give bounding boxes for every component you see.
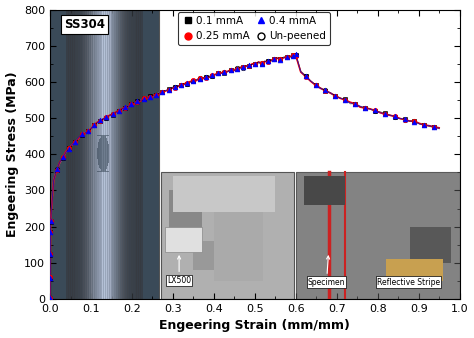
Bar <box>68 9 71 299</box>
Bar <box>123 9 126 299</box>
Text: Reflective Stripe: Reflective Stripe <box>377 277 440 287</box>
Bar <box>100 168 107 169</box>
X-axis label: Engeering Strain (mm/mm): Engeering Strain (mm/mm) <box>159 319 350 333</box>
Bar <box>99 9 101 299</box>
Bar <box>118 9 120 299</box>
Bar <box>169 191 201 234</box>
Bar <box>99 139 108 141</box>
Bar <box>74 9 76 299</box>
Bar <box>97 154 109 156</box>
Bar <box>131 9 133 299</box>
Bar <box>165 227 201 252</box>
Bar <box>97 153 109 154</box>
Bar <box>138 9 141 299</box>
Bar <box>112 9 114 299</box>
Bar <box>100 138 107 139</box>
Bar <box>87 9 90 299</box>
Bar <box>98 162 109 163</box>
Bar <box>161 172 294 299</box>
Bar <box>101 136 106 138</box>
Bar <box>91 9 93 299</box>
Bar <box>133 9 135 299</box>
Bar <box>99 165 108 166</box>
Bar <box>98 161 109 162</box>
Bar <box>304 176 345 205</box>
Bar <box>95 9 97 299</box>
Legend: 0.1 mmA, 0.25 mmA, 0.4 mmA, Un-peened: 0.1 mmA, 0.25 mmA, 0.4 mmA, Un-peened <box>178 12 330 45</box>
Bar <box>98 142 109 144</box>
Bar <box>100 9 103 299</box>
Bar <box>99 166 108 168</box>
Bar <box>140 9 143 299</box>
Bar <box>135 9 137 299</box>
Bar <box>121 9 124 299</box>
Bar <box>50 9 159 299</box>
Bar <box>386 259 443 281</box>
Bar <box>97 148 109 150</box>
Bar <box>129 9 131 299</box>
Text: SS304: SS304 <box>64 18 105 31</box>
Bar <box>98 144 109 145</box>
Bar <box>296 172 460 299</box>
Bar <box>119 9 122 299</box>
Bar <box>97 171 109 172</box>
Bar <box>106 9 109 299</box>
Bar <box>82 9 84 299</box>
Y-axis label: Engeering Stress (MPa): Engeering Stress (MPa) <box>6 71 18 237</box>
Bar <box>80 9 82 299</box>
Bar <box>85 9 88 299</box>
Bar <box>125 9 128 299</box>
Bar <box>99 141 108 142</box>
Bar <box>97 151 109 153</box>
Text: LX500: LX500 <box>167 256 191 285</box>
Bar <box>97 150 109 151</box>
Bar <box>83 9 86 299</box>
Bar <box>127 9 129 299</box>
Bar <box>296 172 460 299</box>
Bar <box>173 176 275 212</box>
Bar <box>98 159 109 160</box>
Text: Specimen: Specimen <box>308 256 345 287</box>
Bar <box>101 169 106 171</box>
Bar <box>93 9 95 299</box>
Bar <box>214 209 263 281</box>
Bar <box>110 9 112 299</box>
Bar <box>410 227 451 263</box>
Bar <box>104 9 107 299</box>
Bar <box>76 9 78 299</box>
Bar <box>70 9 73 299</box>
Bar <box>66 9 69 299</box>
Bar <box>114 9 116 299</box>
Bar <box>97 135 109 136</box>
Bar <box>108 9 110 299</box>
Bar <box>98 145 109 147</box>
Bar <box>193 241 218 270</box>
Bar <box>89 9 91 299</box>
Bar <box>102 9 105 299</box>
Bar <box>98 147 109 148</box>
Bar <box>97 158 109 159</box>
Bar <box>97 156 109 157</box>
Bar <box>72 9 74 299</box>
Bar <box>98 163 109 165</box>
Bar <box>137 9 139 299</box>
Bar <box>78 9 80 299</box>
Bar <box>116 9 118 299</box>
Bar <box>97 9 99 299</box>
